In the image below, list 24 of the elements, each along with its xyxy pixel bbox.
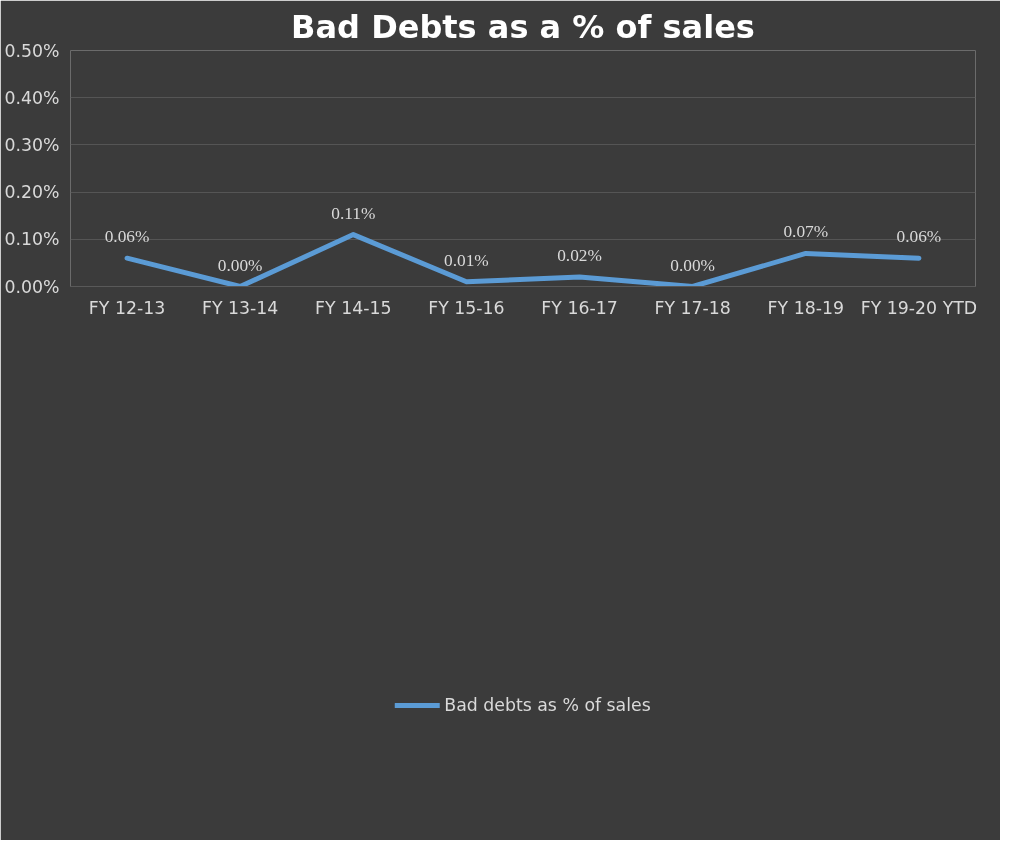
data-label: 0.00% [217, 255, 263, 275]
x-tick-label: FY 15-16 [428, 297, 505, 318]
data-label: 0.06% [896, 227, 942, 247]
data-label: 0.07% [783, 222, 829, 242]
chart-title: Bad Debts as a % of sales [291, 7, 755, 46]
x-tick-label: FY 14-15 [315, 297, 392, 318]
y-tick-label: 0.00% [4, 276, 60, 297]
y-tick-label: 0.50% [4, 40, 60, 61]
y-tick-label: 0.40% [4, 87, 60, 108]
y-tick-label: 0.10% [4, 229, 60, 250]
data-label: 0.00% [670, 255, 716, 275]
x-tick-label: FY 17-18 [654, 297, 731, 318]
x-tick-label: FY 18-19 [767, 297, 845, 318]
data-label: 0.02% [557, 246, 602, 266]
data-label: 0.06% [104, 227, 150, 247]
x-tick-label: FY 16-17 [541, 297, 618, 318]
data-label: 0.11% [331, 203, 376, 223]
x-tick-label: FY 12-13 [88, 297, 166, 318]
y-tick-label: 0.20% [4, 182, 60, 203]
data-label: 0.01% [444, 250, 489, 270]
x-tick-label: FY 19-20 YTD [860, 297, 978, 318]
x-tick-label: FY 13-14 [201, 297, 279, 318]
legend-label: Bad debts as % of sales [444, 695, 651, 715]
y-tick-label: 0.30% [4, 134, 60, 155]
